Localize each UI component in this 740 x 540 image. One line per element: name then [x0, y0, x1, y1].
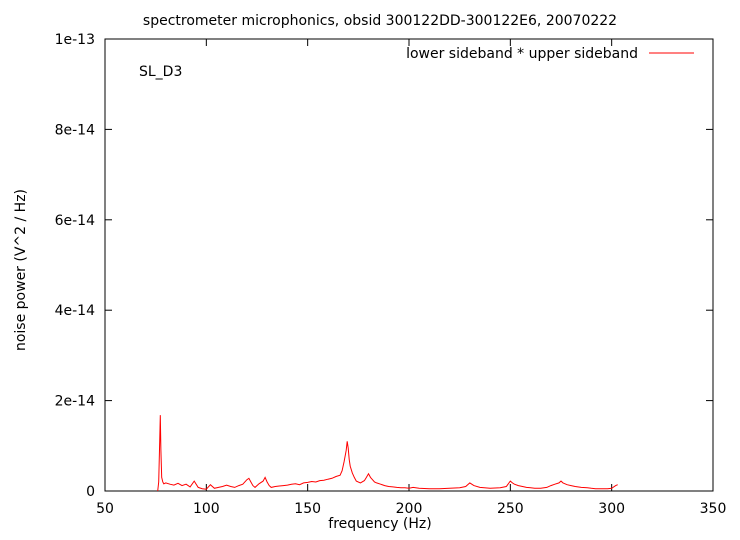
x-tick-label: 50 [96, 501, 114, 517]
x-axis-label: frequency (Hz) [328, 516, 431, 532]
y-axis-ticks: 0 2e-14 4e-14 6e-14 8e-14 1e-13 [55, 32, 713, 500]
y-tick-label: 8e-14 [55, 122, 95, 138]
x-tick-label: 250 [497, 501, 524, 517]
x-tick-label: 200 [396, 501, 423, 517]
y-tick-label: 2e-14 [55, 394, 95, 410]
x-tick-label: 100 [193, 501, 220, 517]
y-tick-label: 1e-13 [55, 32, 95, 48]
legend: lower sideband * upper sideband [406, 46, 694, 62]
legend-label: lower sideband * upper sideband [406, 46, 638, 62]
chart-title: spectrometer microphonics, obsid 300122D… [143, 13, 617, 29]
y-axis-label: noise power (V^2 / Hz) [13, 189, 29, 351]
series-layer [157, 415, 618, 492]
chart-annotation: SL_D3 [139, 64, 182, 80]
x-tick-label: 300 [598, 501, 625, 517]
y-tick-label: 6e-14 [55, 213, 95, 229]
y-tick-label: 4e-14 [55, 303, 95, 319]
x-tick-label: 150 [294, 501, 321, 517]
y-tick-label: 0 [86, 484, 95, 500]
plot-frame [104, 38, 714, 492]
series-line-0 [157, 415, 618, 492]
x-axis-ticks: 50 100 150 200 250 300 350 [96, 39, 726, 517]
x-tick-label: 350 [700, 501, 727, 517]
